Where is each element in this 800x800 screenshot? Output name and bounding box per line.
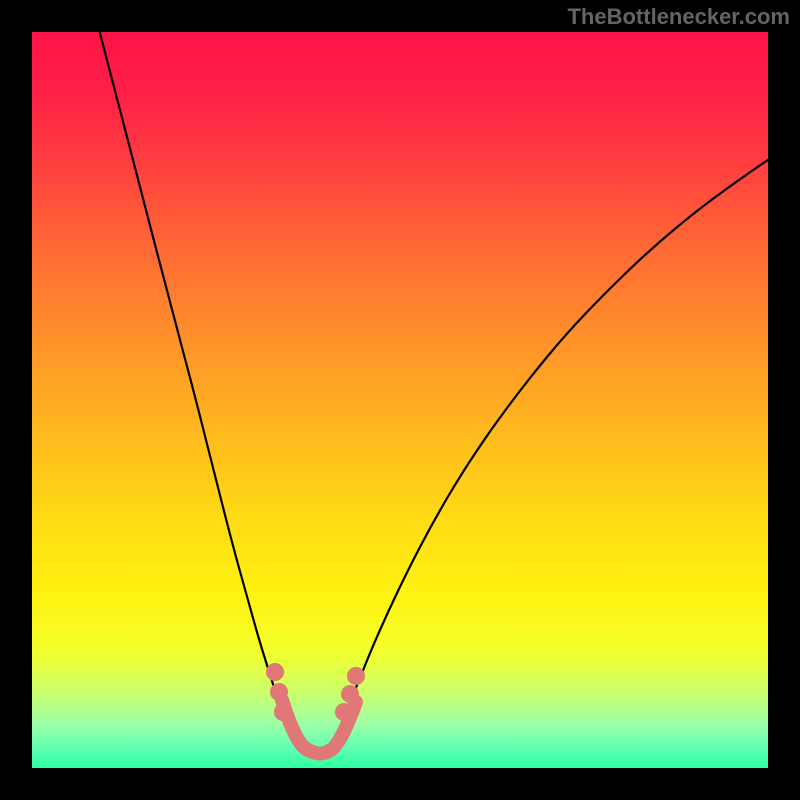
- trough-dot: [335, 703, 353, 721]
- trough-dot: [347, 667, 365, 685]
- watermark-text: TheBottlenecker.com: [567, 4, 790, 30]
- trough-dot: [270, 683, 288, 701]
- chart-stage: TheBottlenecker.com: [0, 0, 800, 800]
- plot-background: [32, 32, 768, 768]
- trough-dot: [341, 685, 359, 703]
- trough-dot: [266, 663, 284, 681]
- bottleneck-chart-svg: [0, 0, 800, 800]
- trough-dot: [274, 703, 292, 721]
